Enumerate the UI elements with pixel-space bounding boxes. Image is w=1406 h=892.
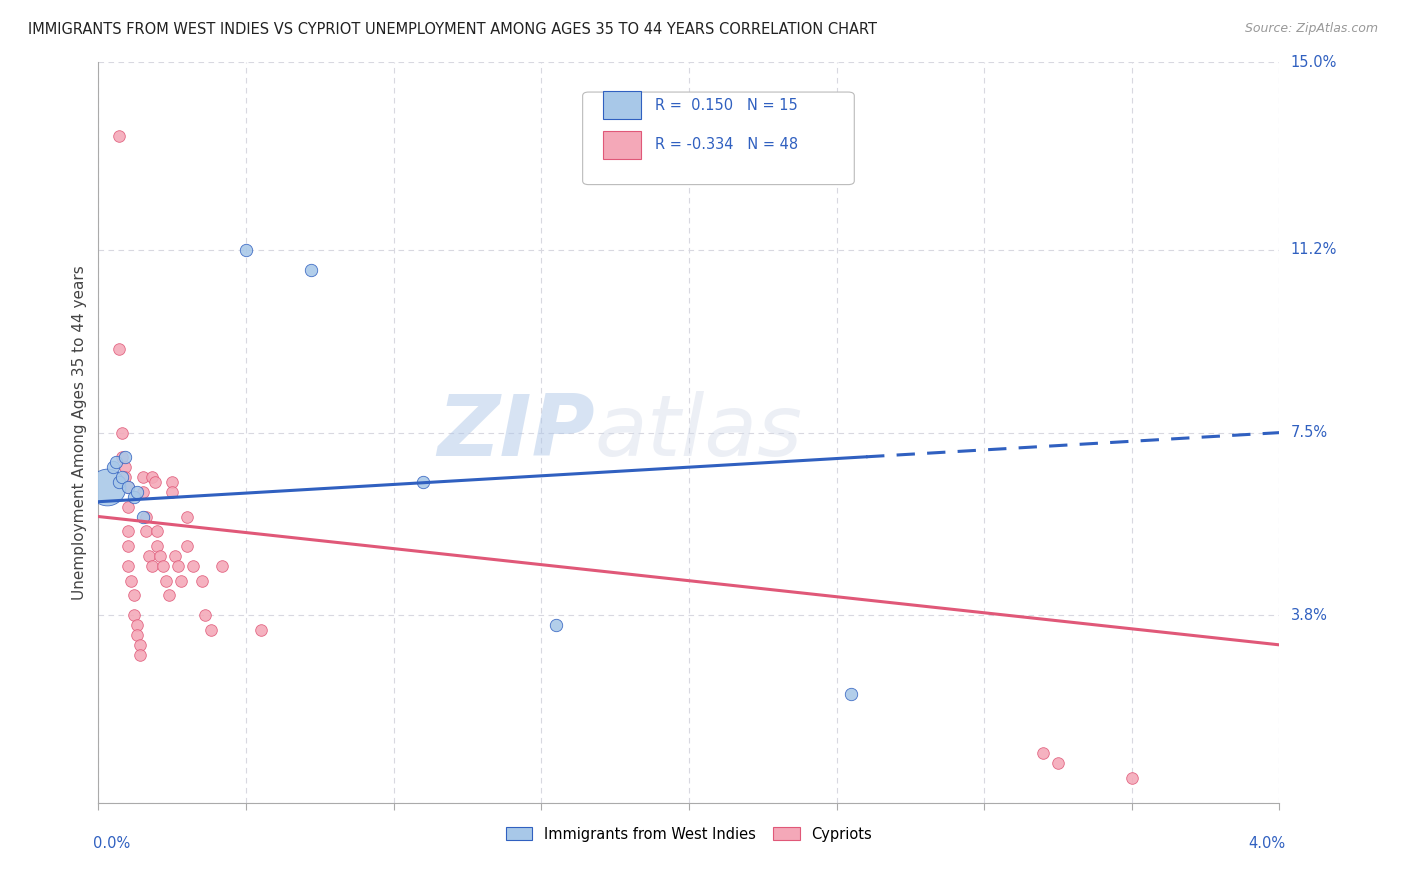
Point xyxy=(132,484,155,499)
Point xyxy=(143,475,166,489)
Point xyxy=(1121,771,1143,785)
Point xyxy=(1046,756,1070,771)
Point xyxy=(122,490,145,504)
Point xyxy=(117,558,139,573)
Point xyxy=(125,618,148,632)
Text: 7.5%: 7.5% xyxy=(1291,425,1327,440)
Y-axis label: Unemployment Among Ages 35 to 44 years: Unemployment Among Ages 35 to 44 years xyxy=(72,265,87,600)
FancyBboxPatch shape xyxy=(582,92,855,185)
Point xyxy=(194,608,217,623)
Point xyxy=(114,470,136,484)
Point xyxy=(146,539,169,553)
Point xyxy=(211,558,233,573)
Point xyxy=(108,129,131,144)
Point xyxy=(132,470,155,484)
Text: 0.0%: 0.0% xyxy=(93,836,129,851)
Point xyxy=(117,500,139,514)
Text: 3.8%: 3.8% xyxy=(1291,607,1327,623)
Point xyxy=(170,574,193,588)
Point xyxy=(841,687,863,701)
Point xyxy=(120,574,142,588)
Point xyxy=(117,524,139,539)
Point xyxy=(111,425,134,440)
Point xyxy=(412,475,434,489)
Text: R =  0.150   N = 15: R = 0.150 N = 15 xyxy=(655,98,797,113)
Point xyxy=(128,648,150,662)
Point xyxy=(103,460,125,475)
Point xyxy=(105,455,128,469)
Text: atlas: atlas xyxy=(595,391,803,475)
Point xyxy=(1032,747,1054,761)
Point xyxy=(96,480,118,494)
Point xyxy=(114,460,136,475)
Text: R = -0.334   N = 48: R = -0.334 N = 48 xyxy=(655,137,797,153)
Point xyxy=(176,509,198,524)
Text: Source: ZipAtlas.com: Source: ZipAtlas.com xyxy=(1244,22,1378,36)
Point xyxy=(146,524,169,539)
Point xyxy=(128,638,150,652)
Text: 11.2%: 11.2% xyxy=(1291,243,1337,258)
Point xyxy=(108,475,131,489)
Point xyxy=(165,549,187,563)
Legend: Immigrants from West Indies, Cypriots: Immigrants from West Indies, Cypriots xyxy=(501,821,877,847)
Text: ZIP: ZIP xyxy=(437,391,595,475)
Point xyxy=(176,539,198,553)
Point xyxy=(200,623,222,637)
Point xyxy=(114,450,136,465)
Point xyxy=(135,524,157,539)
Point xyxy=(141,558,163,573)
Point xyxy=(546,618,568,632)
Point xyxy=(191,574,214,588)
Point xyxy=(125,484,148,499)
Point xyxy=(149,549,172,563)
Point xyxy=(132,509,155,524)
Point xyxy=(162,475,183,489)
Point xyxy=(152,558,174,573)
FancyBboxPatch shape xyxy=(603,91,641,120)
Point xyxy=(135,509,157,524)
Text: 15.0%: 15.0% xyxy=(1291,55,1337,70)
Point xyxy=(111,450,134,465)
Point xyxy=(122,589,145,603)
Point xyxy=(155,574,177,588)
Point xyxy=(122,608,145,623)
Point xyxy=(111,470,134,484)
Point xyxy=(125,628,148,642)
Point xyxy=(167,558,190,573)
Point xyxy=(162,484,183,499)
Text: 4.0%: 4.0% xyxy=(1249,836,1285,851)
Point xyxy=(141,470,163,484)
Point xyxy=(117,539,139,553)
Text: IMMIGRANTS FROM WEST INDIES VS CYPRIOT UNEMPLOYMENT AMONG AGES 35 TO 44 YEARS CO: IMMIGRANTS FROM WEST INDIES VS CYPRIOT U… xyxy=(28,22,877,37)
Point xyxy=(117,480,139,494)
Point xyxy=(157,589,180,603)
Point xyxy=(181,558,204,573)
Point xyxy=(108,342,131,356)
FancyBboxPatch shape xyxy=(603,130,641,159)
Point xyxy=(117,480,139,494)
Point xyxy=(299,262,322,277)
Point xyxy=(235,243,257,257)
Point xyxy=(250,623,273,637)
Point xyxy=(138,549,160,563)
